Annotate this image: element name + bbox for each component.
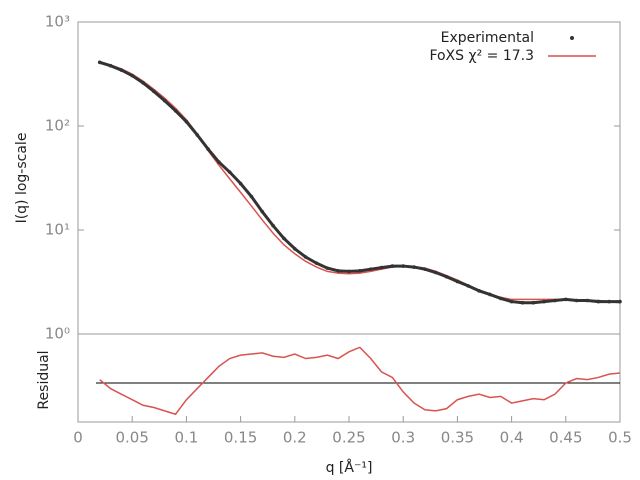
data-point bbox=[553, 298, 557, 303]
data-point bbox=[260, 209, 265, 214]
data-point bbox=[303, 255, 308, 259]
data-point bbox=[618, 299, 622, 304]
x-tick-label: 0.2 bbox=[283, 429, 307, 447]
data-point bbox=[607, 299, 611, 304]
data-point bbox=[282, 236, 286, 241]
data-point bbox=[488, 292, 492, 297]
data-point bbox=[498, 296, 503, 301]
data-point bbox=[379, 265, 384, 270]
data-point bbox=[141, 81, 145, 85]
data-point bbox=[238, 181, 243, 186]
x-tick-label: 0.1 bbox=[174, 429, 198, 447]
data-point bbox=[423, 267, 427, 271]
data-point bbox=[97, 60, 102, 65]
data-point bbox=[162, 98, 167, 103]
legend-label: FoXS χ² = 17.3 bbox=[429, 48, 534, 64]
data-point bbox=[574, 298, 579, 303]
data-point bbox=[173, 109, 178, 113]
data-point bbox=[542, 299, 546, 304]
data-point bbox=[227, 170, 232, 174]
data-point bbox=[347, 269, 351, 274]
x-axis-label: q [Å⁻¹] bbox=[326, 459, 373, 476]
series-line bbox=[99, 62, 621, 304]
data-point bbox=[585, 298, 590, 303]
data-point bbox=[130, 73, 134, 78]
x-tick-label: 0.05 bbox=[115, 429, 148, 447]
data-point bbox=[596, 299, 601, 304]
data-point bbox=[401, 264, 406, 268]
legend-label: Experimental bbox=[441, 30, 534, 46]
data-point bbox=[466, 284, 471, 288]
y-tick-label: 10³ bbox=[45, 13, 70, 31]
x-tick-label: 0.35 bbox=[441, 429, 474, 447]
data-point bbox=[217, 160, 221, 164]
x-tick-label: 0.45 bbox=[549, 429, 582, 447]
data-point bbox=[336, 269, 340, 273]
plot-frame bbox=[77, 21, 621, 335]
data-point bbox=[152, 89, 156, 94]
x-tick-label: 0 bbox=[73, 429, 83, 447]
y-tick-label: 10² bbox=[45, 117, 70, 135]
data-point bbox=[184, 119, 189, 124]
data-point bbox=[358, 269, 362, 273]
y-axis-label: I(q) log-scale bbox=[14, 133, 30, 224]
y-tick-label: 10¹ bbox=[45, 221, 70, 239]
data-point bbox=[509, 299, 514, 304]
data-point bbox=[293, 246, 297, 251]
data-point bbox=[433, 270, 438, 275]
data-point bbox=[325, 266, 330, 270]
x-tick-label: 0.4 bbox=[500, 429, 524, 447]
data-point bbox=[412, 265, 416, 269]
data-point bbox=[455, 279, 460, 284]
data-point bbox=[564, 297, 568, 302]
data-point bbox=[108, 63, 113, 68]
x-tick-label: 0.3 bbox=[391, 429, 415, 447]
data-point bbox=[368, 267, 373, 271]
data-point bbox=[206, 147, 210, 151]
data-point bbox=[195, 133, 200, 137]
data-point bbox=[119, 68, 124, 72]
data-point bbox=[314, 261, 319, 265]
data-point bbox=[477, 289, 481, 293]
residual-axis-label: Residual bbox=[36, 350, 52, 409]
series-line bbox=[99, 346, 621, 416]
data-point bbox=[249, 194, 254, 199]
data-point bbox=[531, 300, 536, 305]
data-point bbox=[271, 223, 275, 228]
x-tick-label: 0.25 bbox=[332, 429, 365, 447]
series-line bbox=[99, 60, 620, 305]
data-point bbox=[520, 300, 525, 305]
x-tick-label: 0.5 bbox=[608, 429, 632, 447]
legend-marker bbox=[570, 36, 574, 40]
y-tick-label: 10⁰ bbox=[45, 325, 70, 343]
data-point bbox=[444, 274, 449, 279]
data-point bbox=[390, 264, 395, 268]
x-tick-label: 0.15 bbox=[224, 429, 257, 447]
